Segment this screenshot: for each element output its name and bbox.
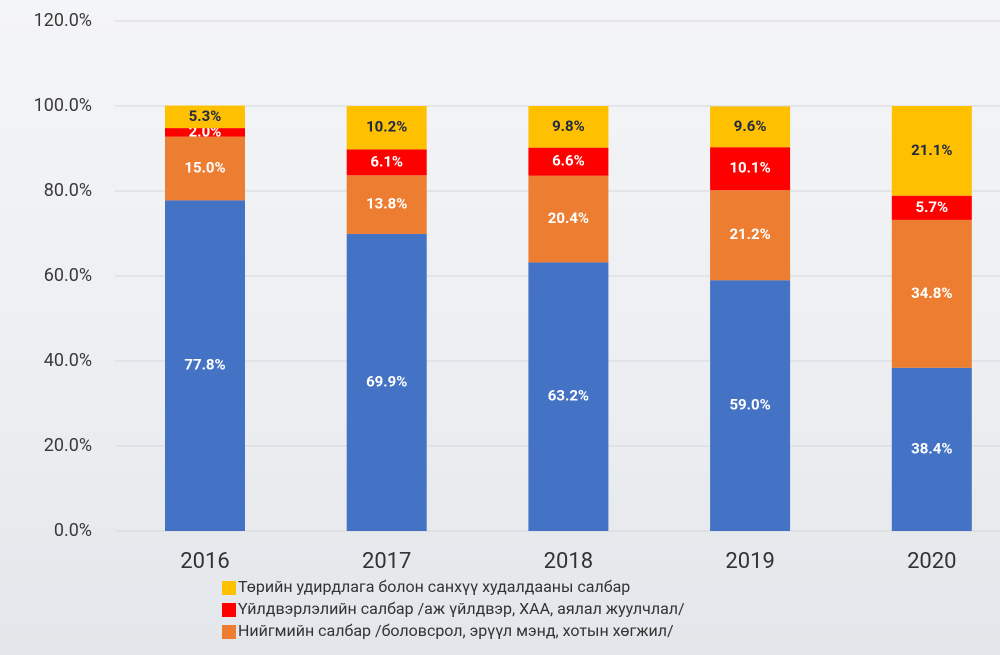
value-label: 38.4%: [911, 439, 952, 457]
legend-swatch: [222, 603, 236, 617]
x-tick-label: 2017: [362, 549, 411, 574]
value-label: 69.9%: [366, 372, 407, 390]
bar-segment: [346, 175, 427, 234]
bar-segment: [165, 136, 245, 201]
y-tick-label: 40.0%: [44, 350, 92, 371]
value-label: 59.0%: [729, 396, 770, 414]
bar-segment: [165, 200, 245, 531]
bar-segment: [528, 262, 609, 531]
value-label: 10.2%: [366, 118, 407, 136]
x-tick-label: 2016: [180, 549, 229, 574]
value-label: 63.2%: [548, 387, 589, 405]
bar-segment: [346, 106, 427, 150]
bar-segment: [165, 128, 245, 137]
legend-swatch: [222, 625, 236, 639]
legend-label: Үйлдвэрлэлийн салбар /аж үйлдвэр, ХАА, а…: [238, 599, 685, 618]
value-label: 77.8%: [184, 356, 225, 374]
value-label: 21.2%: [729, 225, 770, 243]
bar-segment: [528, 147, 609, 176]
value-label: 10.1%: [729, 159, 770, 177]
y-tick-label: 0.0%: [54, 520, 92, 541]
bar-segment: [346, 233, 427, 532]
value-label: 6.1%: [370, 152, 403, 170]
bar-segment: [710, 147, 791, 191]
value-label: 20.4%: [548, 209, 589, 227]
bar-segment: [891, 367, 972, 531]
bar-segment: [165, 105, 245, 129]
bar-segment: [891, 195, 972, 220]
value-label: 15.0%: [184, 158, 225, 176]
bar-segment: [528, 106, 609, 148]
value-label: 9.8%: [552, 117, 585, 135]
legend-swatch: [222, 581, 236, 595]
y-tick-label: 120.0%: [34, 10, 92, 31]
bar-segment: [346, 149, 427, 176]
bar-segment: [891, 219, 972, 368]
y-tick-label: 80.0%: [44, 180, 92, 201]
value-label: 9.6%: [734, 117, 767, 135]
value-label: 5.7%: [915, 198, 948, 216]
bar-segment: [710, 106, 791, 148]
y-tick-label: 20.0%: [44, 435, 92, 456]
value-label: 6.6%: [552, 152, 585, 170]
value-label: 5.3%: [189, 107, 222, 125]
legend-label: Төрийн удирдлага болон санхүү худалдааны…: [238, 577, 630, 596]
bar-segment: [710, 280, 791, 531]
value-label: 13.8%: [366, 195, 407, 213]
y-tick-label: 60.0%: [44, 265, 92, 286]
bar-segment: [710, 190, 791, 281]
bar-segment: [528, 175, 609, 263]
bar-segment: [891, 106, 972, 196]
x-tick-label: 2020: [907, 549, 956, 574]
value-label: 21.1%: [911, 141, 952, 159]
value-label: 34.8%: [911, 284, 952, 302]
x-tick-label: 2018: [544, 549, 593, 574]
x-tick-label: 2019: [725, 549, 774, 574]
y-tick-label: 100.0%: [34, 95, 92, 116]
legend-label: Нийгмийн салбар /боловсрол, эрүүл мэнд, …: [238, 621, 674, 640]
